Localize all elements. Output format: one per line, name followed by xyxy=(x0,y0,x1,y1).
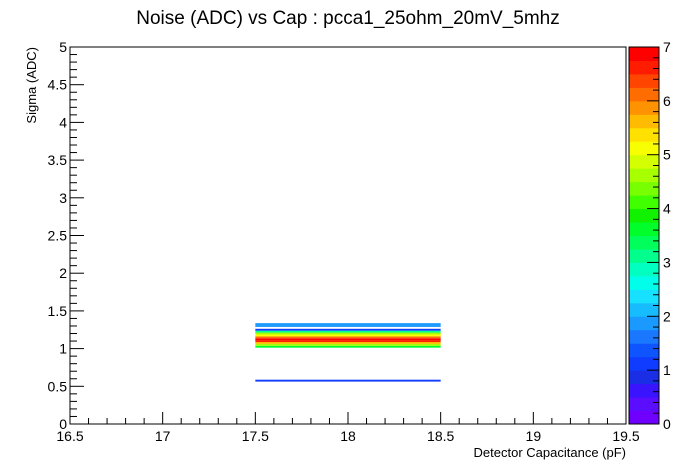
color-bar-segment xyxy=(629,195,659,210)
heatmap-cell-4 xyxy=(255,340,441,343)
heatmap-cell-0 xyxy=(255,379,441,382)
heatmap-cell-9 xyxy=(255,330,441,333)
color-bar-segment xyxy=(629,302,659,317)
y-tick-label: 0.5 xyxy=(48,378,68,394)
heatmap-cell-1 xyxy=(255,345,441,348)
z-tick-label: 6 xyxy=(663,93,671,109)
plot-frame xyxy=(69,46,627,425)
chart-title: Noise (ADC) vs Cap : pcca1_25ohm_20mV_5m… xyxy=(136,8,559,29)
color-bar-segment xyxy=(629,370,659,385)
heatmap-cell-3 xyxy=(255,342,441,344)
color-bar-segment xyxy=(629,222,659,236)
z-tick-label: 1 xyxy=(663,362,671,378)
y-axis-title: Sigma (ADC) xyxy=(24,47,39,124)
color-bar-segment xyxy=(629,383,659,398)
y-tick-label: 4.5 xyxy=(48,77,68,93)
color-bar-segment xyxy=(629,100,659,115)
color-bar-segment xyxy=(629,235,659,250)
y-axis: 0 0.5 1 1.5 2 2.5 3 3.5 4 4.5 5 xyxy=(48,39,84,432)
z-tick-label: 4 xyxy=(663,201,671,217)
color-bar-segment xyxy=(629,316,659,331)
heatmap-cell-10 xyxy=(255,328,441,331)
color-bar-segment xyxy=(629,208,659,223)
z-tick-label: 3 xyxy=(663,254,671,270)
color-bar-segment xyxy=(629,181,659,196)
color-bar-segment xyxy=(629,127,659,142)
y-tick-label: 2.5 xyxy=(48,228,68,244)
y-tick-label: 2 xyxy=(59,265,67,281)
color-bar-segment xyxy=(629,154,659,169)
color-bar-segment xyxy=(629,397,659,412)
plot-cells xyxy=(255,323,441,382)
color-bar-segment xyxy=(629,60,659,75)
y-tick-label: 1.5 xyxy=(48,303,68,319)
color-bar-segment xyxy=(629,114,659,129)
x-tick-label: 17.5 xyxy=(242,428,269,444)
y-tick-label: 4 xyxy=(59,114,67,130)
z-tick-label: 5 xyxy=(663,147,671,163)
color-bar-segment xyxy=(629,87,659,102)
z-tick-label: 0 xyxy=(663,416,671,432)
color-bar-segment xyxy=(629,275,659,290)
heatmap-cell-2 xyxy=(255,343,441,346)
color-bar-segment xyxy=(629,248,659,263)
x-axis: 16.5 17 17.5 18 18.5 19 19.5 xyxy=(56,412,640,444)
color-bar-segment xyxy=(629,73,659,88)
color-bar-segment xyxy=(629,168,659,183)
color-bar-segment xyxy=(629,329,659,344)
heatmap-cell-5 xyxy=(255,338,441,341)
x-tick-label: 18 xyxy=(340,428,356,444)
heatmap-cell-7 xyxy=(255,334,441,337)
x-tick-label: 19 xyxy=(526,428,542,444)
heatmap-cell-8 xyxy=(255,332,441,335)
x-tick-label: 17 xyxy=(155,428,171,444)
heatmap-cell-12 xyxy=(255,323,441,326)
z-tick-label: 2 xyxy=(663,308,671,324)
color-bar-frame xyxy=(628,46,660,425)
y-tick-label: 0 xyxy=(59,416,67,432)
color-bar xyxy=(628,46,660,425)
color-bar-segment xyxy=(629,262,659,277)
y-tick-label: 1 xyxy=(59,341,67,357)
y-tick-label: 5 xyxy=(59,39,67,55)
z-tick-label: 7 xyxy=(663,39,671,55)
x-tick-label: 18.5 xyxy=(427,428,454,444)
color-bar-segment xyxy=(629,410,659,425)
heatmap-cell-11 xyxy=(255,325,441,327)
x-axis-title: Detector Capacitance (pF) xyxy=(474,445,626,460)
color-bar-axis: 0 1 2 3 4 5 6 7 xyxy=(647,39,671,432)
heatmap-cell-6 xyxy=(255,336,441,339)
x-tick-label: 16.5 xyxy=(56,428,83,444)
y-tick-label: 3 xyxy=(59,190,67,206)
color-bar-segment xyxy=(629,356,659,371)
y-tick-label: 3.5 xyxy=(48,152,68,168)
color-bar-segment xyxy=(629,141,659,156)
color-bar-segment xyxy=(629,47,659,61)
x-tick-label: 19.5 xyxy=(612,428,639,444)
color-bar-segment xyxy=(629,289,659,304)
color-bar-segment xyxy=(629,343,659,358)
